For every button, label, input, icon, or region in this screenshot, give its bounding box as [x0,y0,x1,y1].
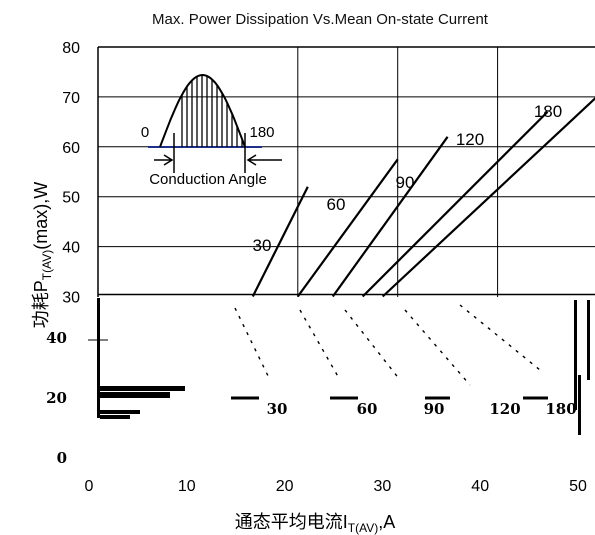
curve-label-180-lower: 180 [545,400,576,418]
lower-bar [100,415,130,419]
inset-label-start: 0 [141,124,149,141]
y-tick-label: 40 [62,240,80,257]
curve-label-120-lower: 120 [489,400,520,418]
x-axis-label-unit: ,A [378,512,395,532]
curve-30 [251,186,309,297]
lower-bar [100,392,170,398]
y-tick-label-lower: 0 [57,449,67,467]
curve-label-120: 120 [456,130,484,149]
curves: 30 60 90 120 180 30 60 90 120 180 [251,97,595,418]
curve-180 [381,97,595,298]
arrow-left-icon [246,154,282,166]
y-axis-label-subscript: T(AV) [40,250,54,280]
x-tick-label: 20 [276,478,294,495]
curve-90 [331,136,449,298]
y-tick-label: 80 [62,40,80,57]
x-axis-label-subscript: T(AV) [348,521,378,535]
x-axis-label: 通态平均电流IT(AV),A [235,512,395,535]
x-tick-label: 10 [178,478,196,495]
lower-bar [100,410,140,414]
chart-title: Max. Power Dissipation Vs.Mean On-state … [152,11,489,28]
x-tick-label: 50 [569,478,587,495]
conduction-angle-inset: 0 180 Conduction Angle [141,73,282,188]
curve-label-30-lower: 30 [267,400,288,418]
lower-bar [100,386,185,391]
lower-curve-trace [344,309,401,381]
lower-axis-right [574,300,577,410]
lower-curve-trace [459,304,541,371]
curve-label-60: 60 [327,195,346,214]
lower-axis-left [97,298,100,418]
y-tick-label: 70 [62,90,80,107]
inset-label-end: 180 [249,124,274,141]
x-tick-label: 0 [85,478,94,495]
curve-label-90-lower: 90 [424,400,445,418]
lower-curve-trace [404,309,471,386]
lower-curve-trace [234,307,271,381]
curve-label-180: 180 [534,102,562,121]
y-tick-label: 50 [62,190,80,207]
y-tick-label-lower: 40 [46,329,67,347]
lower-axis-right [578,375,581,435]
curve-60 [296,158,399,298]
y-tick-label-lower: 20 [46,389,67,407]
y-tick-label: 60 [62,140,80,157]
x-tick-label: 30 [374,478,392,495]
curve-label-90: 90 [396,173,415,192]
y-tick-label: 30 [62,290,80,307]
x-tick-label: 40 [471,478,489,495]
inset-caption: Conduction Angle [149,171,267,188]
lower-axis-right [587,300,590,380]
tick-labels: 30 40 50 60 70 80 0 20 40 0 10 20 30 40 50 [46,40,587,495]
arrow-right-icon [154,154,174,166]
y-axis-label-unit: (max),W [31,182,51,250]
curve-120 [361,111,549,298]
y-axis-label: 功耗PT(AV)(max),W [31,182,54,328]
lower-curve-trace [299,309,341,381]
curve-label-30: 30 [253,236,272,255]
curve-label-60-lower: 60 [357,400,378,418]
scan-artifacts [88,298,590,435]
